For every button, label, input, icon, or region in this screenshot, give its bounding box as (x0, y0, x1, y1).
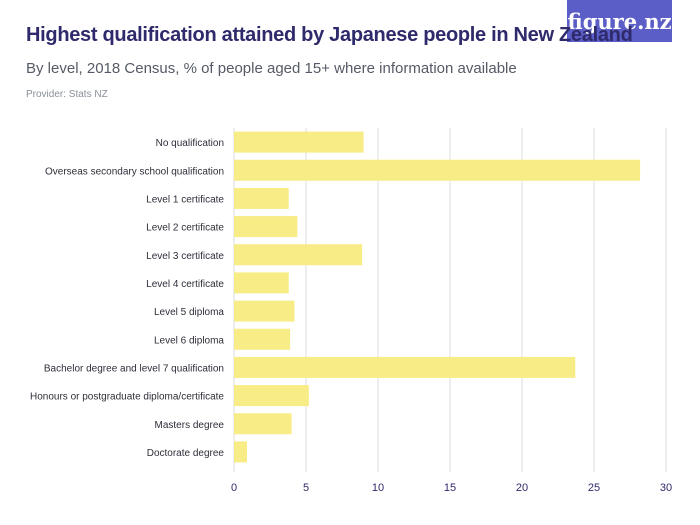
category-labels: No qualification Overseas secondary schoo… (30, 138, 224, 459)
bar (234, 131, 364, 153)
category-label: Level 1 certificate (146, 194, 224, 205)
bar (234, 244, 363, 266)
bar (234, 272, 289, 294)
bar (234, 300, 295, 322)
category-label: Masters degree (155, 420, 225, 431)
bar (234, 441, 247, 463)
bar (234, 385, 309, 407)
category-label: Level 3 certificate (146, 251, 224, 262)
chart-title: Highest qualification attained by Japane… (26, 24, 633, 46)
bar (234, 413, 292, 435)
data-provider: Provider: Stats NZ (26, 89, 108, 100)
figure-nz-logo[interactable]: figure.nz (567, 0, 672, 42)
chart-subtitle: By level, 2018 Census, % of people aged … (26, 60, 517, 77)
x-tick-label: 30 (660, 482, 672, 494)
bar (234, 159, 641, 181)
x-tick-label: 15 (444, 482, 456, 494)
bar (234, 187, 289, 209)
x-tick-label: 20 (516, 482, 528, 494)
category-label: Honours or postgraduate diploma/certific… (30, 392, 224, 403)
x-axis-ticks: 0 5 10 15 20 25 30 (231, 482, 672, 494)
category-label: Doctorate degree (147, 448, 225, 459)
x-tick-label: 10 (372, 482, 384, 494)
category-label: Level 4 certificate (146, 279, 224, 290)
x-tick-label: 5 (303, 482, 309, 494)
gridlines (233, 128, 667, 472)
bar (234, 216, 298, 238)
category-label: Level 2 certificate (146, 223, 224, 234)
bars (234, 131, 641, 463)
category-label: Level 5 diploma (154, 307, 224, 318)
bar (234, 356, 576, 378)
category-label: No qualification (156, 138, 224, 149)
category-label: Level 6 diploma (154, 335, 224, 346)
bar (234, 328, 291, 350)
category-label: Bachelor degree and level 7 qualificatio… (44, 363, 224, 374)
x-tick-label: 25 (588, 482, 600, 494)
x-tick-label: 0 (231, 482, 237, 494)
category-label: Overseas secondary school qualification (45, 166, 224, 177)
